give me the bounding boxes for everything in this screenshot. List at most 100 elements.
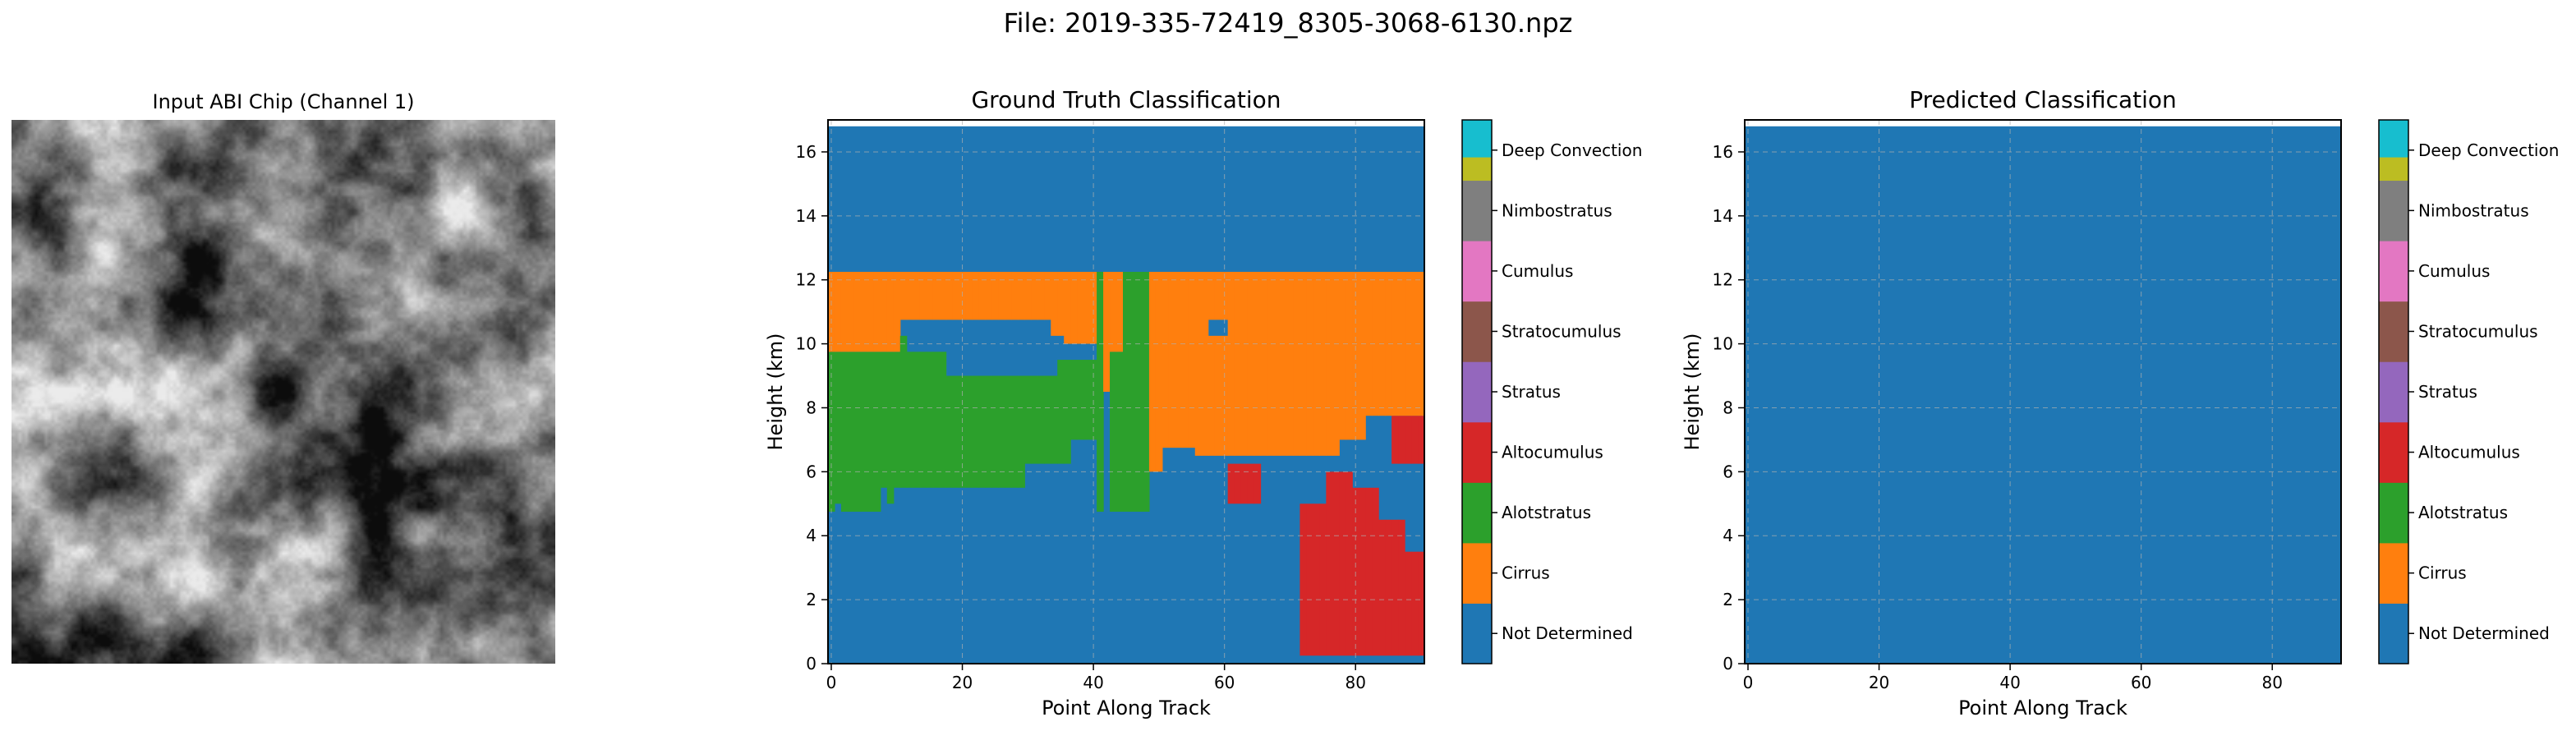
abi-chip-image xyxy=(12,120,555,664)
x-tick-label: 20 xyxy=(1869,673,1889,692)
cell-cirrus xyxy=(847,271,855,352)
colorbar-swatch xyxy=(2379,542,2408,604)
cell-altocumulus xyxy=(1359,487,1366,656)
y-axis-label: Height (km) xyxy=(1681,333,1704,451)
cell-cirrus xyxy=(1273,271,1281,456)
y-tick-label: 10 xyxy=(796,334,816,354)
cell-cirrus xyxy=(1300,271,1307,456)
cell-cirrus xyxy=(1031,271,1038,320)
cell-cirrus xyxy=(1011,271,1019,320)
cell-altocumulus xyxy=(1346,471,1353,656)
cell-cirrus xyxy=(1214,271,1222,320)
x-axis-label: Point Along Track xyxy=(1958,697,2128,720)
cell-alotstratus xyxy=(886,352,895,504)
cell-cirrus xyxy=(1306,271,1313,456)
cell-cirrus xyxy=(1227,271,1235,456)
cell-alotstratus xyxy=(847,352,855,513)
cell-cirrus xyxy=(1293,271,1301,456)
colorbar-label: Altocumulus xyxy=(2418,443,2520,462)
cell-cirrus xyxy=(1175,271,1183,448)
cell-altocumulus xyxy=(1378,519,1386,656)
cell-cirrus xyxy=(978,271,987,320)
cell-altocumulus xyxy=(1405,416,1412,464)
cell-altocumulus xyxy=(1398,416,1405,464)
cell-altocumulus xyxy=(1398,519,1405,656)
cell-cirrus xyxy=(886,271,895,352)
cell-cirrus xyxy=(1090,271,1097,344)
colorbar-swatch xyxy=(2379,482,2408,544)
colorbar-swatch xyxy=(2379,180,2408,241)
cell-alotstratus xyxy=(913,352,921,488)
cell-altocumulus xyxy=(1247,463,1255,504)
cell-cirrus xyxy=(1070,271,1078,344)
cell-alotstratus xyxy=(1044,375,1051,464)
y-tick-label: 8 xyxy=(806,398,816,417)
colorbar-label: Nimbostratus xyxy=(2418,200,2529,220)
cell-cirrus xyxy=(913,271,921,320)
colorbar-swatch xyxy=(2379,421,2408,483)
colorbar-label: Stratocumulus xyxy=(1502,321,1622,341)
cell-cirrus xyxy=(1201,271,1209,456)
cell-alotstratus xyxy=(840,352,849,513)
cell-cirrus xyxy=(873,271,881,352)
cell-cirrus xyxy=(1194,271,1203,456)
cell-cirrus xyxy=(1240,271,1249,456)
cell-altocumulus xyxy=(1418,416,1425,464)
cell-cirrus xyxy=(998,271,1006,320)
cell-cirrus xyxy=(1018,271,1025,320)
cell-cirrus xyxy=(1234,271,1242,456)
cell-alotstratus xyxy=(939,352,947,488)
cell-altocumulus xyxy=(1418,551,1425,656)
cell-cirrus xyxy=(1024,271,1032,320)
cell-alotstratus xyxy=(1097,271,1104,513)
cell-cirrus xyxy=(867,271,875,352)
cell-cirrus xyxy=(1346,271,1353,440)
cell-cirrus xyxy=(899,271,908,320)
cell-altocumulus xyxy=(1240,463,1249,504)
cell-alotstratus xyxy=(873,352,881,513)
x-tick-label: 0 xyxy=(1743,673,1754,692)
y-tick-label: 12 xyxy=(796,270,816,290)
y-tick-label: 12 xyxy=(1713,270,1733,290)
cell-cirrus xyxy=(985,271,993,320)
cell-cirrus xyxy=(893,271,901,352)
cell-cirrus xyxy=(965,271,973,320)
cell-alotstratus xyxy=(998,375,1006,488)
cell-alotstratus xyxy=(1024,375,1032,464)
colorbar-label: Cirrus xyxy=(2418,563,2467,583)
cell-cirrus xyxy=(1286,271,1295,456)
colorbar-swatch xyxy=(2379,301,2408,362)
colorbar-label: Altocumulus xyxy=(1502,443,1603,462)
cell-cirrus xyxy=(1332,271,1340,456)
cell-cirrus xyxy=(1116,271,1124,352)
cell-altocumulus xyxy=(1392,416,1399,464)
cell-alotstratus xyxy=(972,375,980,488)
cell-altocumulus xyxy=(1300,503,1307,656)
y-tick-label: 16 xyxy=(1713,142,1733,162)
cell-altocumulus xyxy=(1234,463,1242,504)
cell-cirrus xyxy=(906,271,914,320)
cell-cirrus xyxy=(1208,335,1216,456)
cell-altocumulus xyxy=(1339,471,1346,656)
colorbar-swatch xyxy=(1462,120,1492,158)
x-tick-label: 40 xyxy=(1083,673,1103,692)
cell-altocumulus xyxy=(1319,503,1327,656)
cell-cirrus xyxy=(1214,335,1222,456)
cell-cirrus xyxy=(1254,271,1262,456)
cell-alotstratus xyxy=(1018,375,1025,488)
ground-truth-colorbar: Not Determined Cirrus Alotstratus Altocumul… xyxy=(1461,119,1642,664)
cell-alotstratus xyxy=(1011,375,1019,488)
cell-cirrus xyxy=(926,271,934,320)
cell-alotstratus xyxy=(880,352,888,488)
y-tick-label: 4 xyxy=(806,526,816,545)
colorbar-label: Deep Convection xyxy=(2418,140,2559,160)
colorbar-swatch xyxy=(2379,120,2408,158)
chip-title: Input ABI Chip (Channel 1) xyxy=(152,90,415,113)
cell-cirrus xyxy=(1392,271,1399,416)
predicted-title: Predicted Classification xyxy=(1909,86,2177,113)
cell-alotstratus xyxy=(1005,375,1012,488)
cell-alotstratus xyxy=(1057,360,1065,464)
predicted-heatmap: 0 20 40 60 80 0 2 4 6 8 10 12 14 16 Point Along Track H… xyxy=(1681,119,2342,720)
cell-alotstratus xyxy=(906,352,914,488)
cell-cirrus xyxy=(1411,271,1419,416)
